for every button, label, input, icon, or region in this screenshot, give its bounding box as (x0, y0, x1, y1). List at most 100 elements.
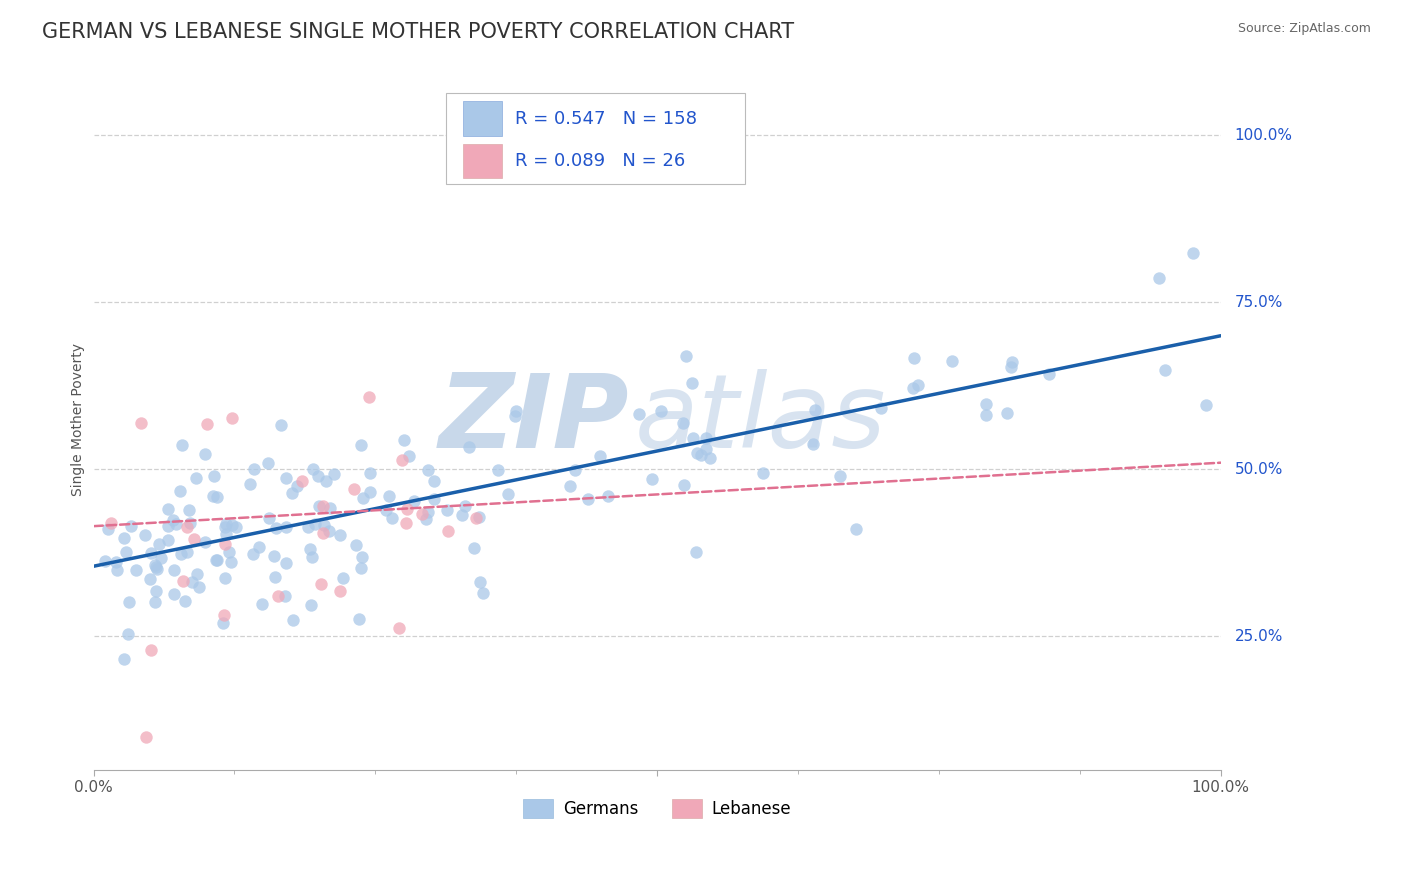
Point (129, 417, 152, 431)
Point (350, 561, 373, 575)
Point (225, 519, 247, 533)
Point (186, 566, 208, 581)
Point (202, 468, 225, 483)
Point (215, 527, 238, 541)
Point (139, 572, 162, 586)
Point (312, 526, 335, 541)
Point (453, 499, 475, 513)
Point (163, 587, 186, 601)
Point (312, 499, 335, 513)
Point (941, 354, 963, 368)
Point (297, 520, 319, 534)
Point (388, 621, 411, 635)
Point (281, 613, 304, 627)
Point (347, 612, 370, 626)
Point (641, 472, 664, 486)
Point (486, 463, 509, 477)
Point (156, 502, 179, 516)
Point (205, 553, 228, 567)
Point (156, 533, 179, 547)
Point (183, 533, 205, 547)
Point (1038, 368, 1060, 382)
Text: GERMAN VS LEBANESE SINGLE MOTHER POVERTY CORRELATION CHART: GERMAN VS LEBANESE SINGLE MOTHER POVERTY… (42, 22, 794, 42)
Point (134, 527, 156, 541)
Point (498, 486, 520, 500)
Point (162, 512, 184, 526)
Point (451, 508, 474, 522)
Point (1181, 245, 1204, 260)
Point (170, 438, 193, 452)
Point (139, 546, 162, 560)
Point (423, 491, 446, 506)
Point (464, 510, 486, 524)
Text: ZIP: ZIP (439, 368, 628, 470)
Point (329, 584, 352, 599)
Point (352, 491, 374, 505)
Point (214, 607, 236, 622)
Point (650, 403, 672, 417)
Point (675, 349, 697, 363)
Point (685, 544, 707, 558)
Point (267, 589, 290, 603)
Point (299, 598, 322, 612)
Point (699, 451, 721, 466)
Point (308, 499, 330, 513)
Point (291, 474, 314, 488)
Point (170, 547, 193, 561)
Text: atlas: atlas (634, 369, 886, 469)
Point (752, 466, 775, 480)
Point (194, 535, 217, 549)
Text: Source: ZipAtlas.com: Source: ZipAtlas.com (1237, 22, 1371, 36)
Point (100, 516, 122, 530)
Point (315, 474, 337, 488)
Point (378, 489, 401, 503)
Point (695, 442, 717, 457)
Point (135, 730, 157, 744)
Point (682, 431, 704, 445)
Point (995, 406, 1018, 420)
Point (375, 503, 398, 517)
Point (143, 594, 166, 608)
Point (243, 461, 266, 475)
Point (212, 615, 235, 630)
Point (436, 503, 458, 517)
Point (471, 586, 494, 600)
Point (150, 550, 173, 565)
Point (343, 483, 366, 497)
Point (143, 558, 166, 573)
Point (312, 518, 335, 533)
Point (560, 478, 582, 492)
Point (221, 411, 243, 425)
Point (169, 483, 191, 498)
Point (318, 524, 340, 538)
Point (201, 489, 224, 503)
Point (186, 471, 208, 485)
Point (214, 537, 236, 551)
Point (329, 527, 352, 541)
Point (247, 540, 270, 554)
Point (415, 512, 437, 526)
Text: 100.0%: 100.0% (1234, 128, 1292, 143)
Point (165, 517, 187, 532)
Point (218, 545, 240, 559)
Point (121, 519, 143, 533)
Point (672, 416, 695, 430)
Text: 50.0%: 50.0% (1234, 462, 1282, 477)
Point (458, 440, 481, 454)
Point (974, 397, 997, 411)
Point (503, 409, 526, 423)
Point (264, 570, 287, 584)
Point (221, 518, 243, 533)
Point (124, 563, 146, 577)
Point (395, 516, 418, 530)
Point (359, 466, 381, 480)
Point (250, 597, 273, 611)
Point (672, 478, 695, 492)
Point (391, 452, 413, 467)
Point (402, 493, 425, 508)
Point (588, 449, 610, 463)
Point (690, 448, 713, 462)
Point (239, 477, 262, 491)
Point (505, 404, 527, 418)
Point (681, 376, 703, 391)
